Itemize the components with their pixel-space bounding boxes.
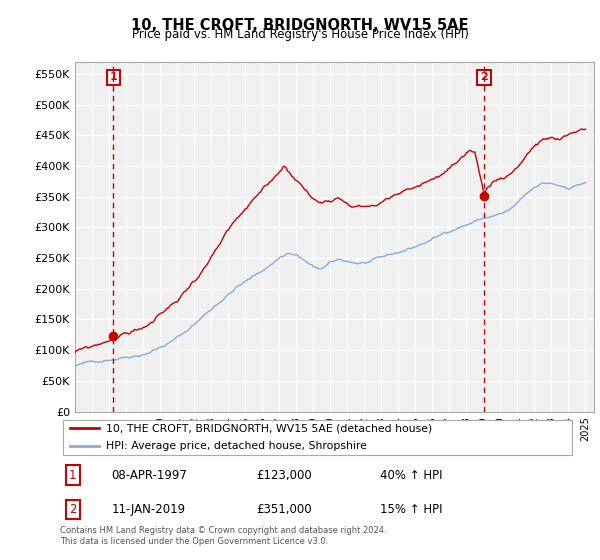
Text: £351,000: £351,000 [256, 503, 312, 516]
Text: 1: 1 [109, 72, 117, 82]
Text: 2: 2 [480, 72, 488, 82]
Text: 08-APR-1997: 08-APR-1997 [112, 469, 187, 482]
Text: Price paid vs. HM Land Registry's House Price Index (HPI): Price paid vs. HM Land Registry's House … [131, 28, 469, 41]
Text: 40% ↑ HPI: 40% ↑ HPI [380, 469, 442, 482]
Text: 15% ↑ HPI: 15% ↑ HPI [380, 503, 442, 516]
FancyBboxPatch shape [62, 420, 572, 455]
Text: 11-JAN-2019: 11-JAN-2019 [112, 503, 186, 516]
Text: Contains HM Land Registry data © Crown copyright and database right 2024.
This d: Contains HM Land Registry data © Crown c… [60, 526, 386, 546]
Text: 2: 2 [69, 503, 77, 516]
Text: £123,000: £123,000 [256, 469, 312, 482]
Text: HPI: Average price, detached house, Shropshire: HPI: Average price, detached house, Shro… [106, 441, 367, 451]
Text: 10, THE CROFT, BRIDGNORTH, WV15 5AE: 10, THE CROFT, BRIDGNORTH, WV15 5AE [131, 18, 469, 33]
Text: 10, THE CROFT, BRIDGNORTH, WV15 5AE (detached house): 10, THE CROFT, BRIDGNORTH, WV15 5AE (det… [106, 423, 433, 433]
Text: 1: 1 [69, 469, 77, 482]
